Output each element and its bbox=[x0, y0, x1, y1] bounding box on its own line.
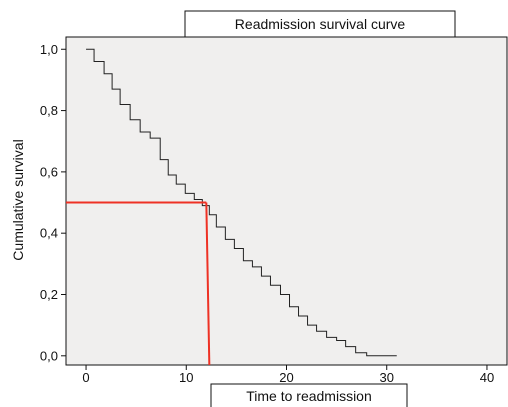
x-tick-label: 30 bbox=[379, 370, 393, 385]
survival-step-line bbox=[86, 48, 397, 357]
x-tick-label: 0 bbox=[82, 370, 89, 385]
y-tick-label: 1,0 bbox=[40, 42, 58, 57]
y-tick-label: 0,0 bbox=[40, 348, 58, 363]
y-axis: 0,0 0,2 0,4 0,6 0,8 1,0 bbox=[40, 42, 66, 363]
plot-area bbox=[65, 36, 508, 366]
y-tick-label: 0,4 bbox=[40, 226, 58, 241]
median-marker bbox=[66, 201, 211, 366]
x-tick-label: 40 bbox=[480, 370, 494, 385]
y-tick-label: 0,2 bbox=[40, 287, 58, 302]
x-axis: 0 10 20 30 40 bbox=[82, 365, 494, 385]
x-axis-title: Time to readmission bbox=[246, 388, 372, 404]
chart-title-frame bbox=[184, 10, 456, 38]
x-tick-label: 20 bbox=[279, 370, 293, 385]
x-axis-title-box: Time to readmission bbox=[210, 383, 408, 407]
x-tick-label: 10 bbox=[179, 370, 193, 385]
series-layer bbox=[86, 48, 397, 357]
median-vertical-line bbox=[205, 202, 211, 366]
y-axis-title: Cumulative survival bbox=[10, 139, 26, 260]
y-tick-label: 0,8 bbox=[40, 103, 58, 118]
y-tick-label: 0,6 bbox=[40, 164, 58, 179]
chart-title-box: Readmission survival curve bbox=[184, 10, 456, 38]
x-axis-title-frame bbox=[210, 383, 408, 407]
chart-title: Readmission survival curve bbox=[235, 16, 406, 32]
